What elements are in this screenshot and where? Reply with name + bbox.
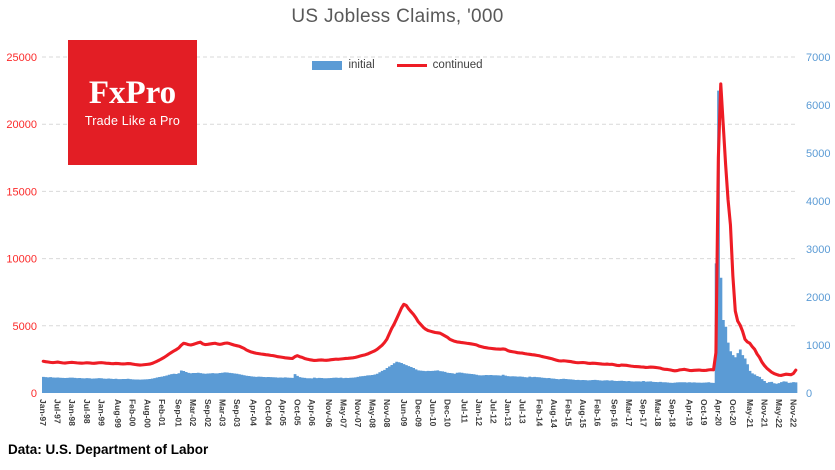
fxpro-logo: FxPro Trade Like a Pro [68, 40, 197, 165]
legend-continued-label: continued [432, 59, 483, 71]
x-axis-label: Jan-97 [38, 399, 48, 426]
x-axis-label: Dec-09 [413, 399, 423, 427]
x-axis-label: Jun-09 [399, 399, 409, 427]
x-axis-label: Oct-19 [699, 399, 709, 426]
x-axis-label: Mar-03 [217, 399, 227, 427]
legend-continued-swatch-icon [396, 63, 427, 67]
legend-item-continued: continued [396, 59, 483, 71]
y-axis-label-right: 3000 [806, 244, 830, 256]
y-axis-label-right: 1000 [806, 340, 830, 352]
x-axis-label: Jun-10 [428, 399, 438, 427]
y-axis-label-right: 5000 [806, 148, 830, 160]
x-axis-label: Nov-21 [759, 399, 769, 428]
y-axis-label-left: 15000 [6, 186, 37, 198]
x-axis-label: Dec-10 [442, 399, 452, 427]
y-axis-label-left: 20000 [6, 119, 37, 131]
x-axis-label: May-07 [338, 399, 348, 428]
x-axis-label: Oct-05 [292, 399, 302, 426]
x-axis-label: Jul-12 [488, 399, 498, 424]
x-axis-label: Jul-98 [82, 399, 92, 424]
x-axis-label: May-08 [367, 399, 377, 428]
x-axis-label: Jan-12 [474, 399, 484, 426]
x-axis-label: Mar-02 [188, 399, 198, 427]
x-axis-label: Mar-18 [653, 399, 663, 427]
y-axis-label-left: 5000 [13, 321, 37, 333]
data-source-note: Data: U.S. Department of Labor [8, 442, 209, 457]
x-axis-label: Nov-06 [324, 399, 334, 428]
x-axis-label: Oct-04 [263, 399, 273, 426]
x-axis-label: Aug-15 [578, 399, 588, 428]
x-axis-label: Sep-16 [609, 399, 619, 427]
x-axis-label: Feb-15 [563, 399, 573, 427]
y-axis-label-left: 10000 [6, 254, 37, 266]
x-axis-label: Apr-05 [278, 399, 288, 426]
x-axis-label: Feb-00 [128, 399, 138, 427]
y-axis-label-left: 0 [31, 388, 37, 400]
x-axis-label: Nov-08 [382, 399, 392, 428]
x-axis-label: Aug-00 [142, 399, 152, 428]
x-axis-label: Jan-13 [503, 399, 513, 426]
x-axis-label: Feb-01 [157, 399, 167, 427]
x-axis-label: Apr-20 [713, 399, 723, 426]
y-axis-label-left: 25000 [6, 52, 37, 64]
y-axis-label-right: 4000 [806, 196, 830, 208]
x-axis-label: Sep-17 [638, 399, 648, 427]
fxpro-logo-tagline: Trade Like a Pro [84, 114, 181, 128]
x-axis-label: Jul-13 [517, 399, 527, 424]
x-axis-label: Nov-22 [788, 399, 798, 428]
legend-initial-swatch-icon [312, 60, 343, 70]
x-axis-label: Feb-14 [534, 399, 544, 427]
initial-claims-bars [42, 90, 798, 393]
chart-legend: initial continued [0, 59, 795, 71]
x-axis-label: May-21 [745, 399, 755, 428]
x-axis-label: Feb-16 [592, 399, 602, 427]
legend-item-initial: initial [312, 59, 375, 71]
y-axis-label-right: 7000 [806, 52, 830, 64]
y-axis-label-right: 0 [806, 388, 812, 400]
x-axis-label: Sep-03 [232, 399, 242, 427]
legend-initial-label: initial [348, 59, 375, 71]
x-axis-label: Apr-06 [307, 399, 317, 426]
x-axis-label: Sep-18 [667, 399, 677, 427]
x-axis-label: May-22 [774, 399, 784, 428]
x-axis-label: Jul-97 [53, 399, 63, 424]
x-axis-label: Oct-20 [728, 399, 738, 426]
x-axis-label: Sep-02 [203, 399, 213, 427]
x-axis-label: Aug-14 [549, 399, 559, 428]
y-axis-label-right: 2000 [806, 292, 830, 304]
x-axis-label: Jan-99 [96, 399, 106, 426]
y-axis-label-right: 6000 [806, 100, 830, 112]
continued-claims-line [41, 82, 798, 377]
x-axis-label: Sep-01 [174, 399, 184, 427]
fxpro-logo-wordmark: FxPro [88, 75, 177, 111]
x-axis-label: Apr-19 [684, 399, 694, 426]
x-axis-label: Jan-98 [67, 399, 77, 426]
x-axis-label: Apr-04 [249, 399, 259, 426]
x-axis-label: Jul-11 [459, 399, 469, 423]
x-axis-label: Aug-99 [113, 399, 123, 428]
x-axis-label: Mar-17 [624, 399, 634, 427]
x-axis-label: Nov-07 [353, 399, 363, 428]
page-title: US Jobless Claims, '000 [291, 6, 504, 27]
